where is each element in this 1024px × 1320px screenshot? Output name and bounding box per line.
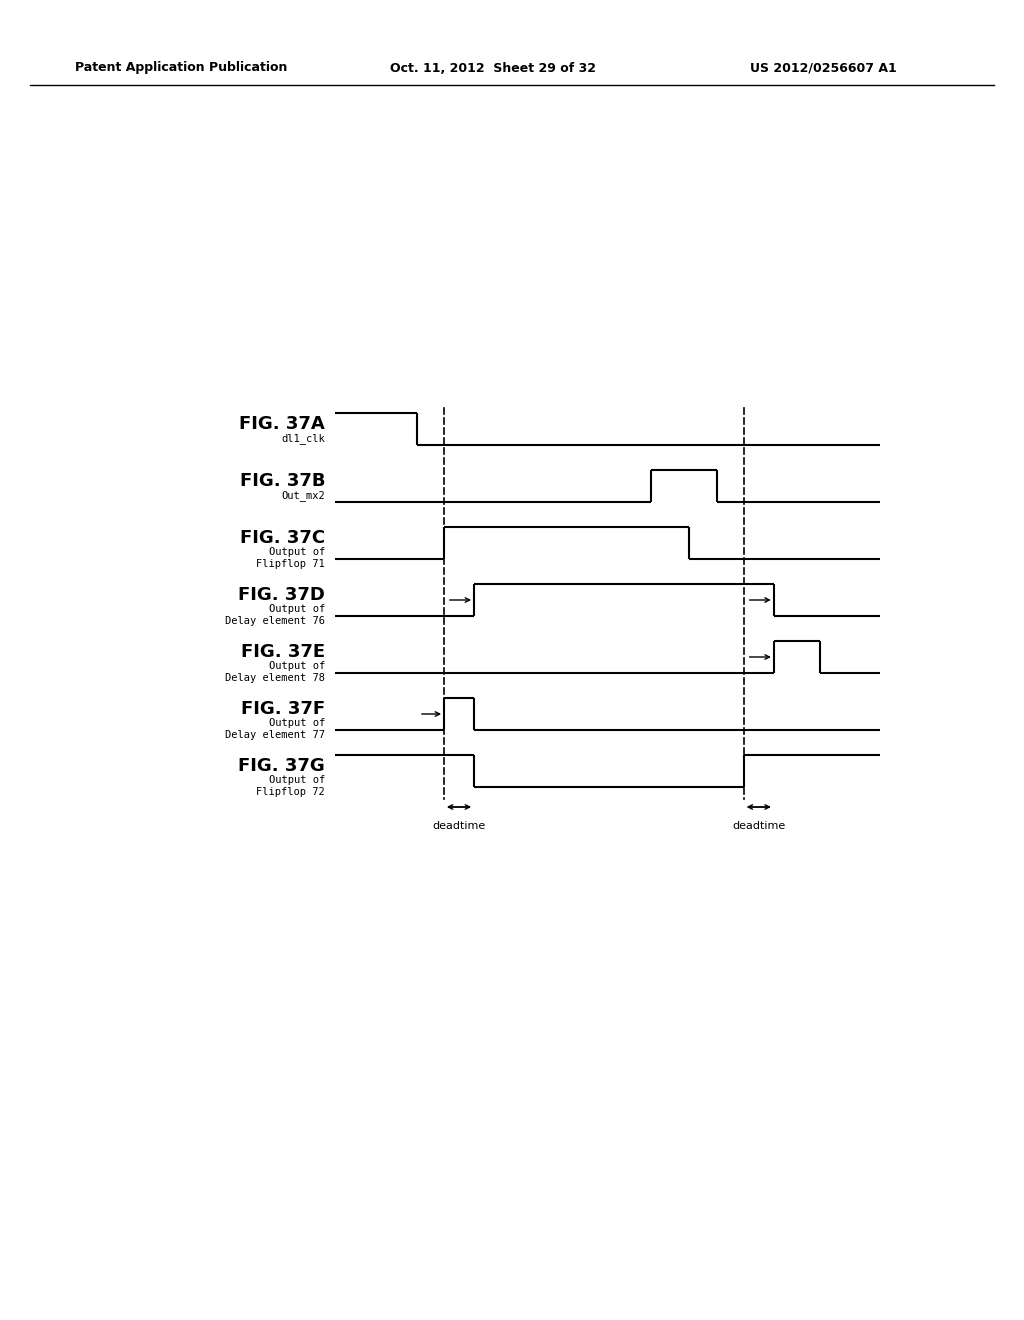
- Text: FIG. 37F: FIG. 37F: [241, 700, 325, 718]
- Text: Output of
Flipflop 71: Output of Flipflop 71: [256, 546, 325, 569]
- Text: FIG. 37C: FIG. 37C: [240, 529, 325, 546]
- Text: FIG. 37B: FIG. 37B: [240, 473, 325, 490]
- Text: Output of
Flipflop 72: Output of Flipflop 72: [256, 775, 325, 796]
- Text: Output of
Delay element 78: Output of Delay element 78: [225, 661, 325, 682]
- Text: deadtime: deadtime: [432, 821, 485, 832]
- Text: FIG. 37G: FIG. 37G: [239, 756, 325, 775]
- Text: deadtime: deadtime: [732, 821, 785, 832]
- Text: dl1_clk: dl1_clk: [282, 433, 325, 444]
- Text: Patent Application Publication: Patent Application Publication: [75, 62, 288, 74]
- Text: Out_mx2: Out_mx2: [282, 490, 325, 500]
- Text: US 2012/0256607 A1: US 2012/0256607 A1: [750, 62, 897, 74]
- Text: Output of
Delay element 76: Output of Delay element 76: [225, 605, 325, 626]
- Text: FIG. 37D: FIG. 37D: [239, 586, 325, 605]
- Text: Oct. 11, 2012  Sheet 29 of 32: Oct. 11, 2012 Sheet 29 of 32: [390, 62, 596, 74]
- Text: FIG. 37A: FIG. 37A: [240, 414, 325, 433]
- Text: Output of
Delay element 77: Output of Delay element 77: [225, 718, 325, 739]
- Text: FIG. 37E: FIG. 37E: [241, 643, 325, 661]
